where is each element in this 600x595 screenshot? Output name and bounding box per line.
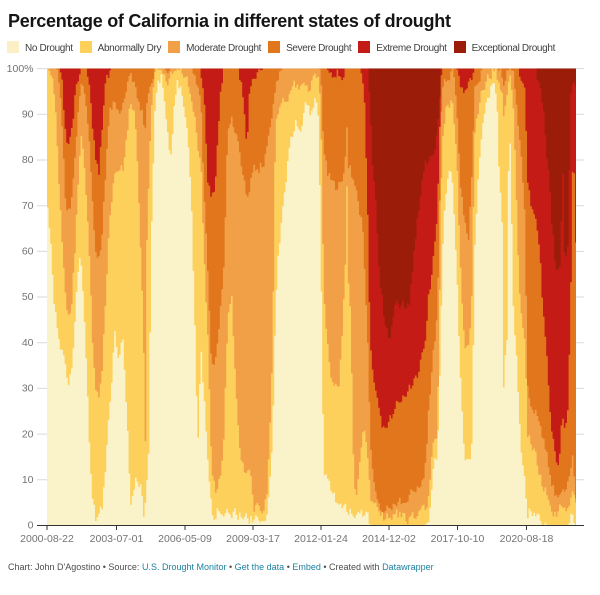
svg-text:40: 40 <box>22 337 34 349</box>
svg-text:50: 50 <box>22 291 34 303</box>
svg-text:2012-01-24: 2012-01-24 <box>294 533 348 545</box>
svg-text:2009-03-17: 2009-03-17 <box>226 533 280 545</box>
svg-text:90: 90 <box>22 109 34 121</box>
svg-text:2017-10-10: 2017-10-10 <box>431 533 485 545</box>
svg-text:10: 10 <box>22 474 34 486</box>
svg-text:20: 20 <box>22 428 34 440</box>
svg-text:60: 60 <box>22 246 34 258</box>
svg-text:2020-08-18: 2020-08-18 <box>500 533 554 545</box>
svg-text:2003-07-01: 2003-07-01 <box>90 533 144 545</box>
svg-text:70: 70 <box>22 200 34 212</box>
svg-text:2006-05-09: 2006-05-09 <box>158 533 212 545</box>
svg-text:2014-12-02: 2014-12-02 <box>362 533 416 545</box>
svg-text:0: 0 <box>28 520 34 532</box>
svg-text:30: 30 <box>22 383 34 395</box>
svg-text:80: 80 <box>22 154 34 166</box>
svg-text:2000-08-22: 2000-08-22 <box>20 533 74 545</box>
svg-text:100%: 100% <box>7 63 34 75</box>
